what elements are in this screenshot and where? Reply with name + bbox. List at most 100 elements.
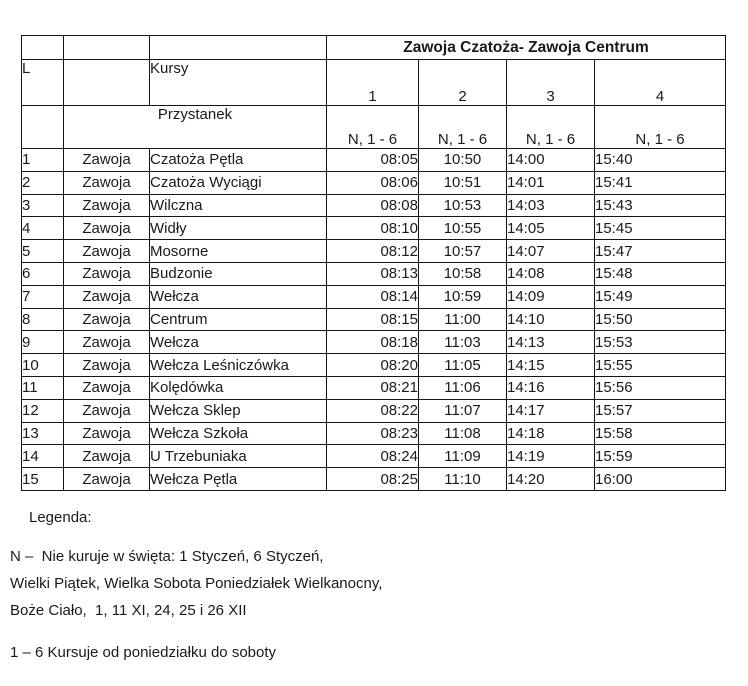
stop-cell: Czatoża Pętla: [149, 148, 327, 172]
place-cell: Zawoja: [63, 398, 150, 423]
table-row: 3 Zawoja Wilczna 08:08 10:53 14:03 15:43: [21, 193, 727, 218]
place-cell: Zawoja: [63, 261, 150, 286]
place-cell: Zawoja: [63, 239, 150, 263]
time-cell: 08:18: [326, 330, 419, 355]
legend-heading: Legenda:: [29, 509, 92, 526]
time-cell: 11:06: [418, 375, 507, 400]
row-number: 11: [21, 375, 64, 400]
timetable-body: 1 Zawoja Czatoża Pętla 08:05 10:50 14:00 15:40…: [21, 148, 727, 491]
legend-line-n-cont2: Boże Ciało, 1, 11 XI, 24, 25 i 26 XII: [10, 602, 247, 619]
stop-cell: Kolędówka: [149, 375, 327, 400]
stop-cell: Wilczna: [149, 193, 327, 218]
service-code: N, 1 - 6: [506, 105, 595, 149]
time-cell: 14:05: [506, 216, 595, 241]
time-cell: 08:06: [326, 170, 419, 195]
time-cell: 14:07: [506, 239, 595, 263]
row-number: 9: [21, 330, 64, 355]
time-cell: 10:58: [418, 261, 507, 286]
time-cell: 15:45: [593, 216, 727, 241]
przystanek-row: Przystanek N, 1 - 6 N, 1 - 6 N, 1 - 6 N,…: [21, 105, 727, 149]
time-cell: 08:12: [326, 239, 419, 263]
table-row: 10 Zawoja Wełcza Leśniczówka 08:20 11:05 14:1…: [21, 353, 727, 377]
row-number: 10: [21, 353, 64, 377]
time-cell: 14:09: [506, 284, 595, 309]
course-number: 2: [418, 59, 507, 106]
time-cell: 08:24: [326, 444, 419, 469]
table-row: 2 Zawoja Czatoża Wyciągi 08:06 10:51 14:01 15:…: [21, 170, 727, 195]
table-row: 6 Zawoja Budzonie 08:13 10:58 14:08 15:48: [21, 261, 727, 286]
place-cell: Zawoja: [63, 307, 150, 332]
place-cell: Zawoja: [63, 216, 150, 241]
time-cell: 08:05: [326, 148, 419, 172]
service-code: N, 1 - 6: [326, 105, 419, 149]
table-row: 14 Zawoja U Trzebuniaka 08:24 11:09 14:19 15:5…: [21, 444, 727, 469]
place-cell: Zawoja: [63, 444, 150, 469]
time-cell: 10:50: [418, 148, 507, 172]
time-cell: 15:56: [593, 375, 727, 400]
time-cell: 15:59: [593, 444, 727, 469]
time-cell: 08:10: [326, 216, 419, 241]
row-number: 3: [21, 193, 64, 218]
stop-cell: Mosorne: [149, 239, 327, 263]
service-code: N, 1 - 6: [418, 105, 507, 149]
time-cell: 08:20: [326, 353, 419, 377]
empty-cell: [21, 35, 64, 60]
row-number: 15: [21, 467, 64, 491]
time-cell: 15:41: [593, 170, 727, 195]
place-cell: Zawoja: [63, 330, 150, 355]
row-number: 4: [21, 216, 64, 241]
przystanek-label: Przystanek: [63, 105, 327, 149]
time-cell: 14:10: [506, 307, 595, 332]
time-cell: 15:58: [593, 421, 727, 446]
stop-cell: Wełcza: [149, 284, 327, 309]
time-cell: 15:40: [593, 148, 727, 172]
time-cell: 15:55: [593, 353, 727, 377]
legend-line-n: N – Nie kuruje w święta: 1 Styczeń, 6 St…: [10, 548, 324, 565]
row-number: 6: [21, 261, 64, 286]
corner-label: L: [21, 59, 64, 106]
time-cell: 14:19: [506, 444, 595, 469]
time-cell: 10:53: [418, 193, 507, 218]
legend-footer: 1 – 6 Kursuje od poniedziałku do soboty: [10, 644, 277, 661]
time-cell: 10:55: [418, 216, 507, 241]
time-cell: 11:10: [418, 467, 507, 491]
stop-cell: Wełcza Leśniczówka: [149, 353, 327, 377]
table-row: 8 Zawoja Centrum 08:15 11:00 14:10 15:50: [21, 307, 727, 332]
place-cell: Zawoja: [63, 284, 150, 309]
time-cell: 11:03: [418, 330, 507, 355]
time-cell: 15:53: [593, 330, 727, 355]
stop-cell: Budzonie: [149, 261, 327, 286]
place-cell: Zawoja: [63, 353, 150, 377]
time-cell: 10:51: [418, 170, 507, 195]
time-cell: 08:21: [326, 375, 419, 400]
time-cell: 14:13: [506, 330, 595, 355]
time-cell: 14:20: [506, 467, 595, 491]
time-cell: 14:03: [506, 193, 595, 218]
time-cell: 14:08: [506, 261, 595, 286]
stop-cell: U Trzebuniaka: [149, 444, 327, 469]
stop-cell: Widły: [149, 216, 327, 241]
time-cell: 14:18: [506, 421, 595, 446]
stop-cell: Czatoża Wyciągi: [149, 170, 327, 195]
table-row: 9 Zawoja Wełcza 08:18 11:03 14:13 15:53: [21, 330, 727, 355]
place-cell: Zawoja: [63, 193, 150, 218]
time-cell: 11:05: [418, 353, 507, 377]
stop-cell: Wełcza Pętla: [149, 467, 327, 491]
table-row: 5 Zawoja Mosorne 08:12 10:57 14:07 15:47: [21, 239, 727, 263]
time-cell: 08:13: [326, 261, 419, 286]
course-number: 3: [506, 59, 595, 106]
time-cell: 14:00: [506, 148, 595, 172]
time-cell: 15:43: [593, 193, 727, 218]
time-cell: 15:47: [593, 239, 727, 263]
row-number: 1: [21, 148, 64, 172]
row-number: 14: [21, 444, 64, 469]
row-number: 5: [21, 239, 64, 263]
time-cell: 08:08: [326, 193, 419, 218]
time-cell: 15:50: [593, 307, 727, 332]
time-cell: 11:00: [418, 307, 507, 332]
time-cell: 11:08: [418, 421, 507, 446]
time-cell: 14:01: [506, 170, 595, 195]
time-cell: 14:16: [506, 375, 595, 400]
time-cell: 08:14: [326, 284, 419, 309]
